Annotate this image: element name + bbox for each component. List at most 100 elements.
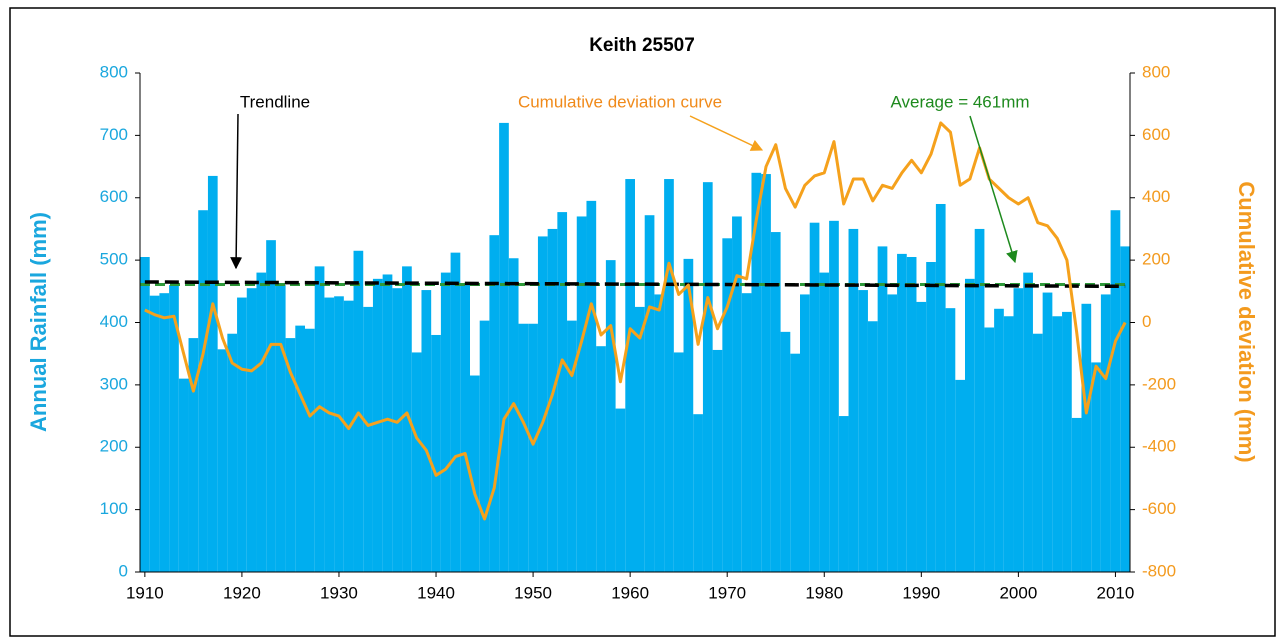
bar: [227, 333, 238, 572]
bar: [392, 288, 403, 572]
bar: [295, 325, 305, 572]
annotation: Trendline: [240, 92, 310, 111]
bar: [858, 290, 868, 572]
bar: [169, 285, 179, 572]
bar: [402, 266, 412, 572]
bar: [285, 338, 296, 572]
annotation-arrow: [689, 115, 764, 151]
bar: [140, 257, 150, 572]
bar: [246, 288, 257, 572]
bar: [557, 212, 568, 572]
bar: [576, 216, 587, 572]
annotation-arrow: [230, 113, 243, 270]
bar: [1100, 294, 1111, 572]
bar: [1023, 272, 1033, 572]
bar: [867, 321, 878, 572]
y-tick-label: 100: [100, 499, 128, 518]
bar: [237, 297, 247, 572]
bar: [974, 228, 985, 572]
bar: [955, 379, 965, 572]
bar: [819, 272, 830, 572]
bar: [537, 236, 548, 573]
bar: [605, 260, 616, 572]
bar: [489, 235, 500, 573]
y2-tick-label: -600: [1142, 499, 1176, 518]
bar: [256, 272, 267, 572]
bar: [1081, 303, 1092, 572]
bar: [207, 175, 218, 572]
bar: [567, 320, 577, 572]
bar: [1062, 311, 1072, 572]
bar: [848, 228, 859, 572]
bar: [547, 228, 558, 572]
bar: [217, 349, 228, 572]
trendline: [144, 280, 1126, 289]
annotation: Average = 461mm: [890, 92, 1029, 111]
bar: [149, 295, 160, 572]
bar: [508, 258, 519, 572]
bar: [625, 179, 635, 572]
bar: [382, 274, 393, 572]
y-tick-label: 800: [100, 62, 128, 81]
x-tick-label: 1980: [805, 583, 843, 602]
y-tick-label: 200: [100, 437, 128, 456]
bar: [945, 308, 956, 572]
chart-title: Keith 25507: [589, 35, 695, 56]
bar: [829, 220, 839, 573]
bar: [1042, 292, 1053, 572]
y-tick-label: 300: [100, 374, 128, 393]
bar: [897, 253, 907, 572]
bar: [809, 222, 820, 572]
bar: [722, 238, 733, 572]
bar: [266, 240, 276, 573]
bar: [1120, 246, 1130, 572]
plot-area: 0 100 200 300 400 500 600 700 800 -800 -600 -400 -20…: [100, 62, 1176, 602]
bar: [702, 182, 713, 572]
bar: [673, 352, 684, 572]
bar: [1091, 362, 1101, 572]
y2-tick-label: -200: [1142, 374, 1176, 393]
bar: [838, 416, 849, 572]
bar: [906, 257, 917, 572]
bar: [324, 297, 335, 572]
bar: [188, 338, 199, 572]
bar: [343, 300, 354, 572]
y2-tick-label: -400: [1142, 437, 1176, 456]
y2-tick-label: 400: [1142, 187, 1170, 206]
bar: [314, 266, 325, 572]
bar: [664, 179, 674, 572]
bar: [1071, 417, 1082, 572]
bar: [198, 210, 208, 572]
y-tick-label: 700: [100, 125, 128, 144]
bar: [421, 290, 432, 572]
bar: [586, 200, 597, 572]
bar: [305, 328, 315, 572]
bar: [178, 378, 189, 572]
annotation-arrow: [969, 115, 1018, 264]
bar: [770, 232, 781, 572]
annotation: Cumulative deviation curve: [518, 92, 722, 111]
bar: [1110, 210, 1121, 572]
x-tick-label: 1940: [417, 583, 455, 602]
bar: [596, 346, 606, 572]
x-tick-label: 1950: [514, 583, 552, 602]
bar: [751, 172, 762, 573]
bar: [800, 294, 810, 572]
bar: [470, 375, 480, 572]
bar: [479, 320, 490, 572]
bar: [790, 353, 800, 572]
y-tick-label: 500: [100, 250, 128, 269]
bar: [363, 306, 373, 572]
bar: [732, 216, 742, 572]
bar: [1052, 316, 1063, 572]
bar: [411, 352, 422, 572]
bar: [450, 252, 461, 572]
y2-tick-label: 600: [1142, 125, 1170, 144]
y2-tick-label: 200: [1142, 250, 1170, 269]
bar: [372, 278, 383, 572]
x-tick-label: 1920: [223, 583, 261, 602]
x-tick-label: 1930: [320, 583, 358, 602]
y-tick-label: 600: [100, 187, 128, 206]
bar: [926, 261, 936, 572]
